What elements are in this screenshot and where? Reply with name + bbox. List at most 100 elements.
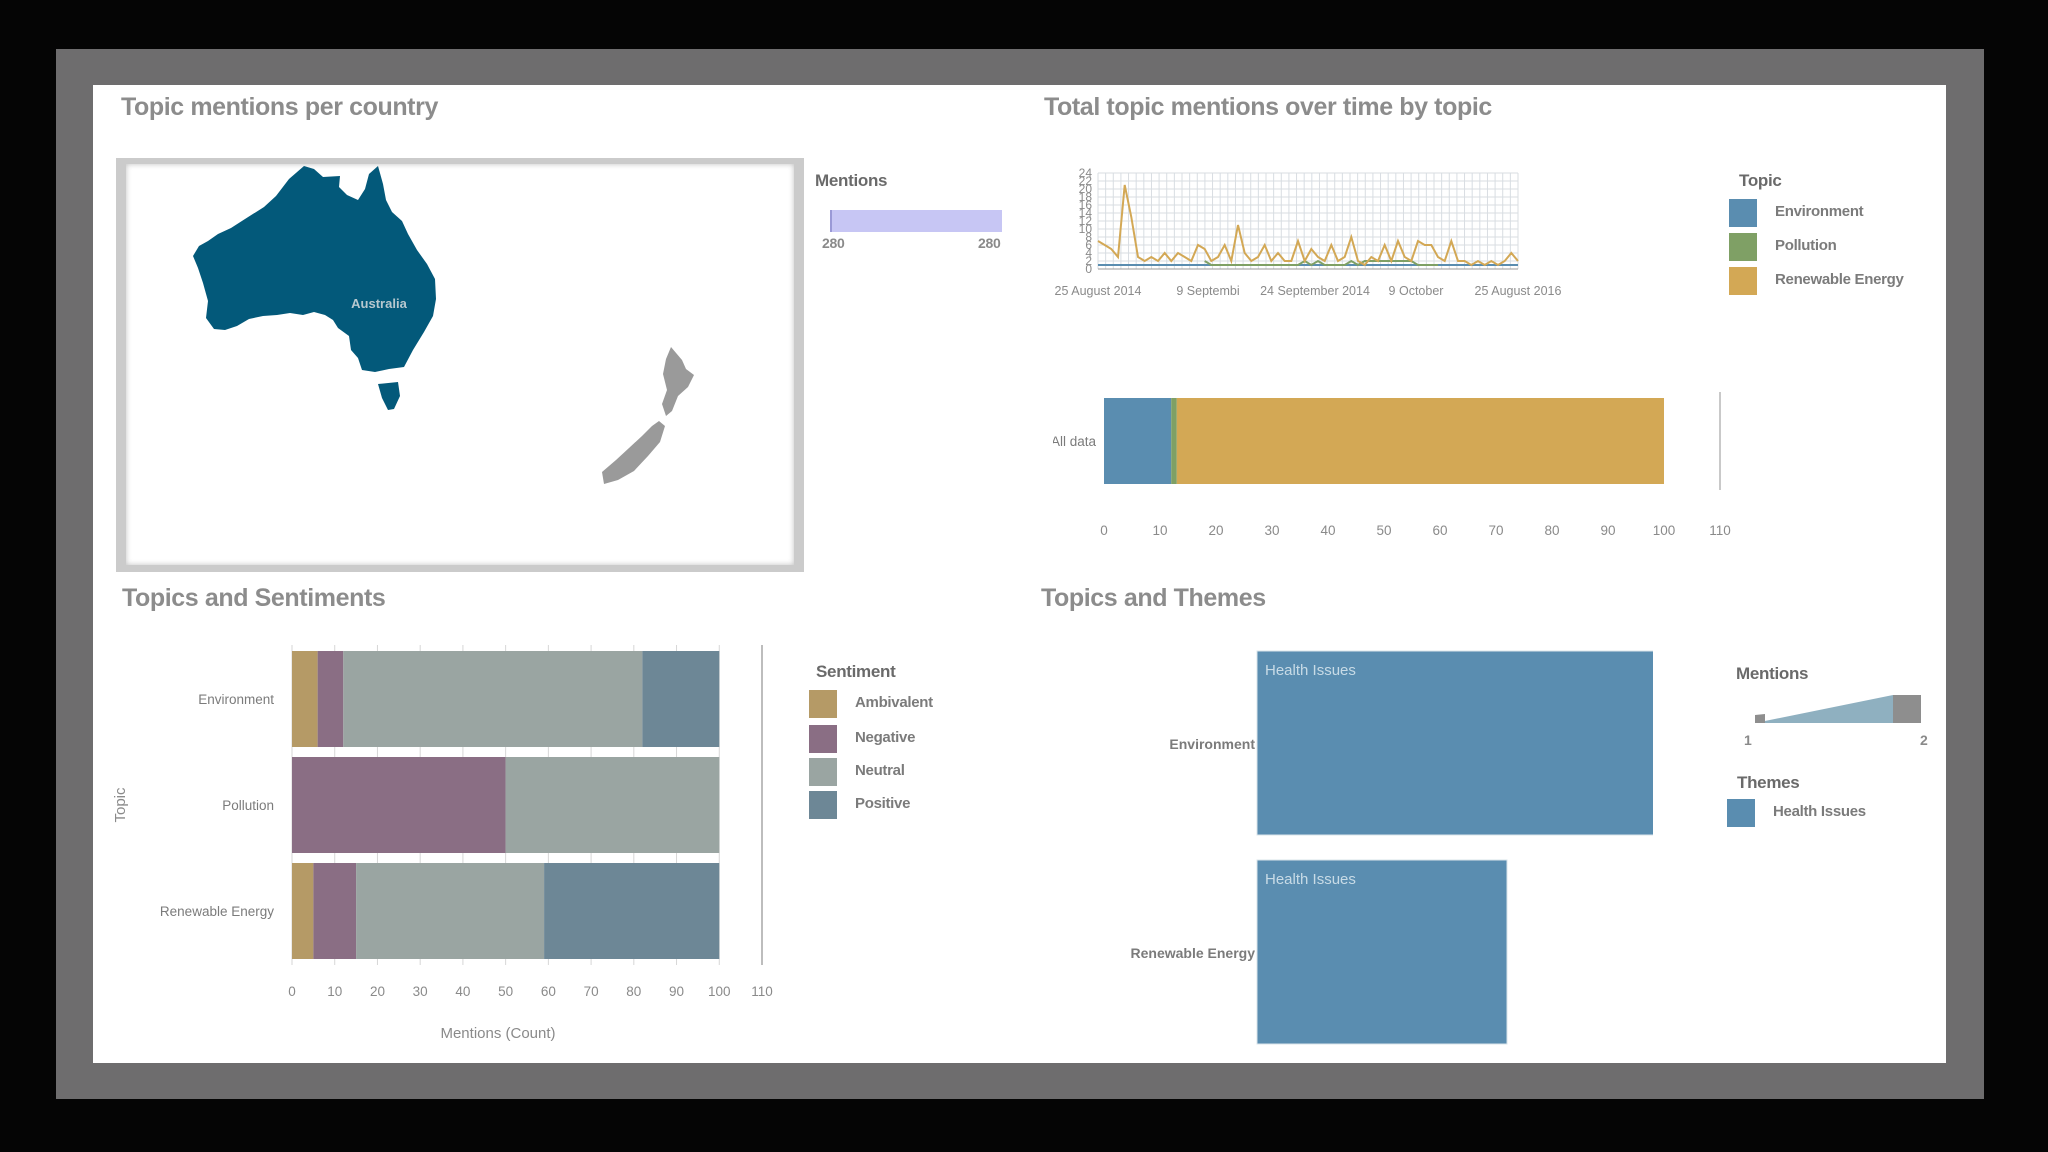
sentiment-legend-title: Sentiment — [816, 662, 896, 681]
y-tick-label: 4 — [1085, 246, 1092, 260]
stacked-x-tick-label: 60 — [1432, 523, 1447, 537]
country-label-australia: Australia — [351, 296, 407, 311]
sentiment-bar-negative[interactable] — [313, 863, 357, 959]
sentiment-bar-negative[interactable] — [292, 757, 506, 853]
y-tick-label: 0 — [1085, 262, 1092, 276]
y-tick-label: 18 — [1079, 190, 1093, 204]
stacked-x-tick-label: 110 — [1709, 523, 1731, 537]
sentiment-bar-neutral[interactable] — [356, 863, 545, 959]
map-legend-max: 280 — [978, 235, 1001, 251]
sentiment-category-label: Environment — [198, 692, 274, 707]
legend-label: Health Issues — [1773, 803, 1866, 820]
y-tick-label: 6 — [1085, 238, 1092, 252]
sentiment-bar-positive[interactable] — [642, 651, 720, 747]
sentiment-x-tick-label: 0 — [288, 984, 296, 999]
y-tick-label: 12 — [1079, 214, 1093, 228]
sentiment-bar-ambivalent[interactable] — [292, 863, 314, 959]
line-series-pollution[interactable] — [1204, 259, 1438, 267]
theme-bar[interactable] — [1256, 650, 1653, 836]
stacked-x-tick-label: 0 — [1100, 523, 1108, 537]
theme-bar[interactable] — [1256, 859, 1508, 1045]
map-panel-title: Topic mentions per country — [121, 93, 438, 121]
sentiment-x-tick-label: 40 — [455, 984, 470, 999]
sentiment-x-tick-label: 100 — [708, 984, 731, 999]
themes-panel-title: Topics and Themes — [1041, 584, 1266, 612]
y-tick-label: 10 — [1079, 222, 1093, 236]
health-issues-swatch — [1727, 799, 1755, 827]
themes-bar-chart[interactable]: Health Issues Environment Health Issues Ren… — [1033, 640, 1653, 1060]
sentiment-x-tick-label: 70 — [584, 984, 599, 999]
sentiment-category-label: Renewable Energy — [160, 904, 274, 919]
theme-category-label: Renewable Energy — [1131, 945, 1256, 961]
y-tick-label: 8 — [1085, 230, 1092, 244]
stacked-x-tick-label: 10 — [1152, 523, 1167, 537]
sentiment-x-tick-label: 10 — [327, 984, 342, 999]
sentiment-bar-negative[interactable] — [317, 651, 344, 747]
legend-label: Pollution — [1775, 237, 1837, 254]
map-canvas[interactable]: Australia — [126, 164, 794, 565]
theme-bar-label: Health Issues — [1265, 662, 1356, 679]
legend-label: Renewable Energy — [1775, 271, 1904, 288]
themes-mentions-legend-title: Mentions — [1736, 664, 1809, 683]
sentiment-panel-title: Topics and Sentiments — [122, 584, 386, 612]
sentiment-bar-neutral[interactable] — [343, 651, 643, 747]
themes-legend-title: Themes — [1737, 773, 1800, 792]
pollution-swatch — [1729, 233, 1757, 261]
sentiment-bar-positive[interactable] — [544, 863, 720, 959]
x-tick-label: 24 September 2014 — [1260, 284, 1370, 298]
x-tick-label: 25 August 2014 — [1055, 284, 1142, 298]
renewable-energy-swatch — [1729, 267, 1757, 295]
new-zealand-south-island[interactable] — [602, 421, 665, 484]
theme-category-label: Environment — [1169, 736, 1255, 752]
sentiment-x-tick-label: 60 — [541, 984, 556, 999]
positive-swatch — [809, 791, 837, 819]
line-chart-grid — [1097, 172, 1519, 270]
y-tick-label: 16 — [1079, 198, 1093, 212]
stacked-x-tick-label: 30 — [1264, 523, 1279, 537]
negative-swatch — [809, 725, 837, 753]
neutral-swatch — [809, 758, 837, 786]
themes-legend-min: 1 — [1744, 732, 1752, 748]
sentiment-x-tick-label: 110 — [751, 984, 773, 999]
stacked-bar-environment[interactable] — [1104, 398, 1172, 484]
sentiment-x-tick-label: 50 — [498, 984, 513, 999]
sentiment-x-tick-label: 20 — [370, 984, 385, 999]
y-tick-label: 24 — [1079, 166, 1093, 180]
legend-label: Negative — [855, 729, 916, 746]
y-tick-label: 2 — [1085, 254, 1092, 268]
ambivalent-swatch — [809, 690, 837, 718]
legend-label: Environment — [1775, 203, 1864, 220]
stacked-row-label: All data — [1053, 434, 1096, 449]
sentiment-bar-neutral[interactable] — [505, 757, 720, 853]
y-tick-label: 20 — [1079, 182, 1093, 196]
x-tick-label: 25 August 2016 — [1475, 284, 1562, 298]
legend-label: Positive — [855, 795, 911, 812]
y-tick-label: 14 — [1079, 206, 1093, 220]
themes-legend-max: 2 — [1920, 732, 1928, 748]
stacked-x-tick-label: 90 — [1600, 523, 1615, 537]
stacked-x-tick-label: 20 — [1208, 523, 1223, 537]
legend-label: Neutral — [855, 762, 905, 779]
new-zealand-north-island[interactable] — [662, 347, 694, 416]
sentiment-bar-ambivalent[interactable] — [292, 651, 318, 747]
legend-label: Ambivalent — [855, 694, 933, 711]
australia-region[interactable] — [193, 166, 436, 372]
stacked-x-tick-label: 40 — [1320, 523, 1335, 537]
mentions-color-scale — [830, 210, 1002, 232]
environment-swatch — [1729, 199, 1757, 227]
sentiment-category-label: Pollution — [222, 798, 274, 813]
sentiment-x-axis-title: Mentions (Count) — [440, 1025, 555, 1042]
stacked-x-tick-label: 80 — [1544, 523, 1559, 537]
stacked-bar-renewable-energy[interactable] — [1176, 398, 1664, 484]
map-frame: Australia — [116, 158, 804, 572]
theme-bar-label: Health Issues — [1265, 871, 1356, 888]
timeline-panel-title: Total topic mentions over time by topic — [1044, 93, 1492, 121]
stacked-bar-pollution[interactable] — [1171, 398, 1177, 484]
sentiment-bar-chart[interactable]: Environment Pollution Renewable Energy 0 10 2… — [107, 645, 827, 1063]
stacked-x-tick-label: 100 — [1653, 523, 1676, 537]
tasmania-region[interactable] — [378, 382, 400, 410]
map-svg: Australia — [193, 166, 694, 484]
line-series-renewable-energy[interactable] — [1097, 184, 1519, 267]
sentiment-x-tick-label: 30 — [413, 984, 428, 999]
